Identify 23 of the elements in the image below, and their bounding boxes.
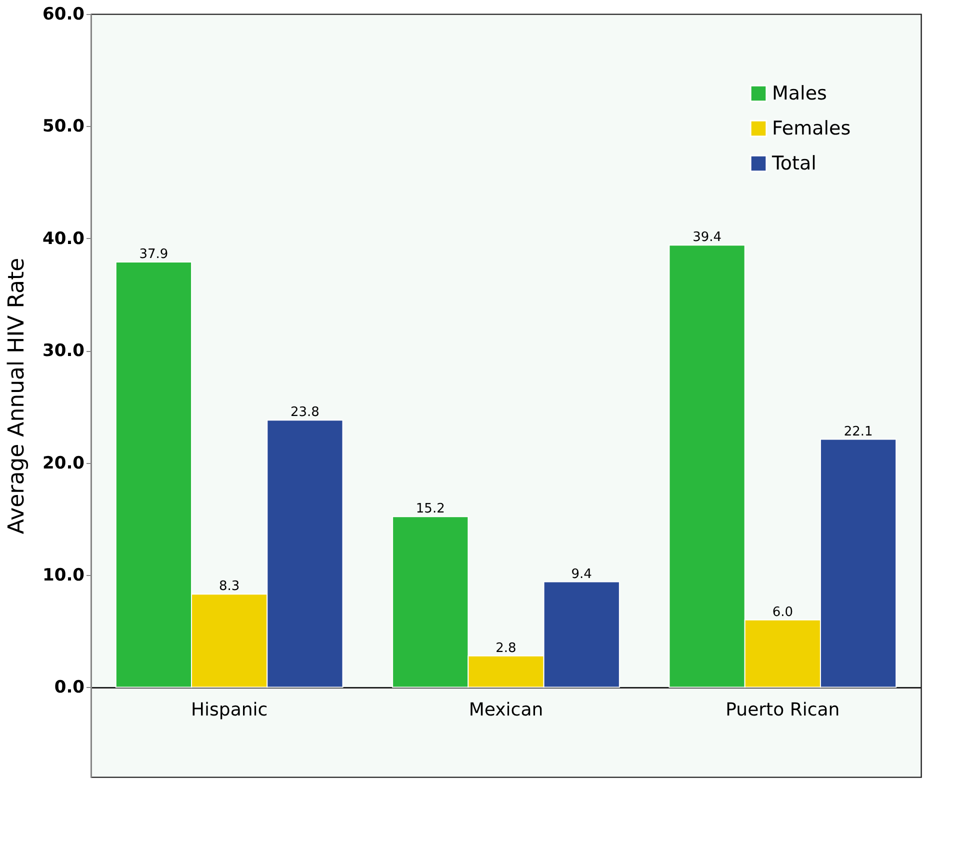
y-tick-label: 0.0 xyxy=(54,678,85,698)
x-tick-label: Hispanic xyxy=(190,700,268,721)
data-label: 2.8 xyxy=(496,640,516,656)
legend-label: Males xyxy=(772,82,827,104)
y-axis-title: Average Annual HIV Rate xyxy=(4,258,30,534)
x-tick-label: Puerto Rican xyxy=(726,700,840,721)
y-tick-label: 50.0 xyxy=(42,116,85,137)
y-tick-label: 10.0 xyxy=(42,566,85,586)
data-label: 8.3 xyxy=(218,579,240,594)
data-label: 23.8 xyxy=(290,405,320,420)
x-tick-label: Mexican xyxy=(468,700,544,721)
data-label: 39.4 xyxy=(692,230,722,246)
y-tick-label: 40.0 xyxy=(42,228,85,249)
data-label: 22.1 xyxy=(844,424,873,440)
data-label: 9.4 xyxy=(571,566,592,582)
y-tick-label: 30.0 xyxy=(42,341,85,362)
data-label: 37.9 xyxy=(139,246,168,262)
y-tick-label: 60.0 xyxy=(42,4,85,24)
y-tick-label: 20.0 xyxy=(42,453,85,474)
legend-label: Females xyxy=(772,118,851,140)
data-label: 15.2 xyxy=(416,502,445,517)
data-label: 6.0 xyxy=(772,604,794,620)
legend-label: Total xyxy=(771,152,816,174)
